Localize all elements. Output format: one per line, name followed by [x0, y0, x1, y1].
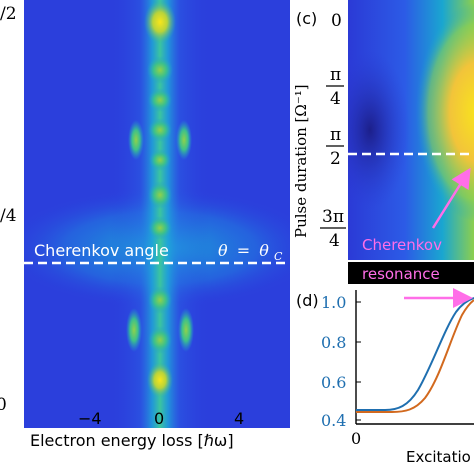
b-xtick-neg4: −4: [78, 409, 102, 428]
b-xtick-4: 4: [234, 409, 244, 428]
heatmap-b-spot: [148, 286, 172, 314]
heatmap-c-dark: [348, 50, 410, 210]
heatmap-panel-b: [24, 0, 290, 428]
d-xtick-0: 0: [351, 429, 361, 448]
heatmap-b-spot: [144, 0, 176, 44]
c-ytick-3pi4-num: 3π: [322, 207, 344, 227]
heatmap-b-spot: [176, 120, 192, 160]
b-xlabel: Electron energy loss [ℏω]: [30, 431, 234, 450]
b-ytick-top: /2: [0, 4, 17, 24]
heatmap-c-hot: [416, 2, 474, 222]
heatmap-b-spot: [148, 216, 172, 240]
theta-equation: θ = θ C: [218, 241, 283, 263]
panel-d-label: (d): [296, 291, 319, 310]
theta-lhs: θ: [218, 241, 228, 260]
theta-rhs: θ: [259, 241, 269, 260]
c-ytick-pi2-num: π: [330, 125, 341, 145]
b-xtick-0: 0: [154, 409, 164, 428]
d-ticks: [356, 301, 361, 421]
c-ytick-pi2: π 2: [326, 125, 344, 169]
d-ytick-3: 0.6: [321, 373, 346, 392]
c-ytick-pi2-den: 2: [330, 149, 341, 169]
c-ytick-pi4-num: π: [330, 65, 341, 85]
line-plot-panel-d: [355, 288, 474, 425]
heatmap-b-spot: [178, 308, 194, 352]
cherenkov-resonance-label-1: Cherenkov: [362, 236, 442, 254]
heatmap-b-spot: [147, 362, 173, 398]
d-ytick-1: 1.0: [321, 293, 346, 312]
c-ytick-pi4: π 4: [326, 65, 344, 109]
heatmap-b-spot: [148, 118, 172, 142]
c-ytick-0: 0: [331, 11, 342, 31]
heatmap-b-spot: [148, 326, 172, 354]
resonance-arrow: [431, 167, 471, 229]
heatmap-b-blobs: [126, 0, 194, 398]
c-ytick-3pi4: 3π 4: [320, 207, 346, 251]
d-xlabel: Excitatio: [406, 448, 471, 466]
d-ytick-2: 0.8: [321, 333, 346, 352]
heatmap-b-spot: [148, 181, 172, 209]
b-ytick-bottom: 0: [0, 395, 7, 415]
cherenkov-angle-label: Cherenkov angle: [34, 241, 169, 260]
d-ytick-4: 0.4: [321, 411, 346, 430]
heatmap-b-spot: [147, 56, 173, 84]
c-ytick-pi4-den: 4: [330, 89, 341, 109]
d-series-blue: [356, 297, 474, 411]
heatmap-b-spot: [128, 120, 144, 160]
heatmap-b-spot: [126, 308, 142, 352]
theta-eq: =: [237, 241, 250, 260]
c-ytick-3pi4-den: 4: [329, 231, 340, 251]
heatmap-b-spot: [148, 88, 172, 112]
panel-c-label: (c): [296, 9, 317, 28]
heatmap-panel-c: [348, 0, 474, 260]
cherenkov-resonance-label-2: resonance: [362, 265, 440, 283]
c-ylabel: Pulse duration [Ω⁻¹]: [292, 84, 310, 238]
resonance-label-bar: [348, 262, 474, 284]
b-ytick-mid: /4: [0, 206, 17, 226]
theta-sub: C: [274, 250, 283, 263]
heatmap-b-spot: [149, 149, 171, 171]
